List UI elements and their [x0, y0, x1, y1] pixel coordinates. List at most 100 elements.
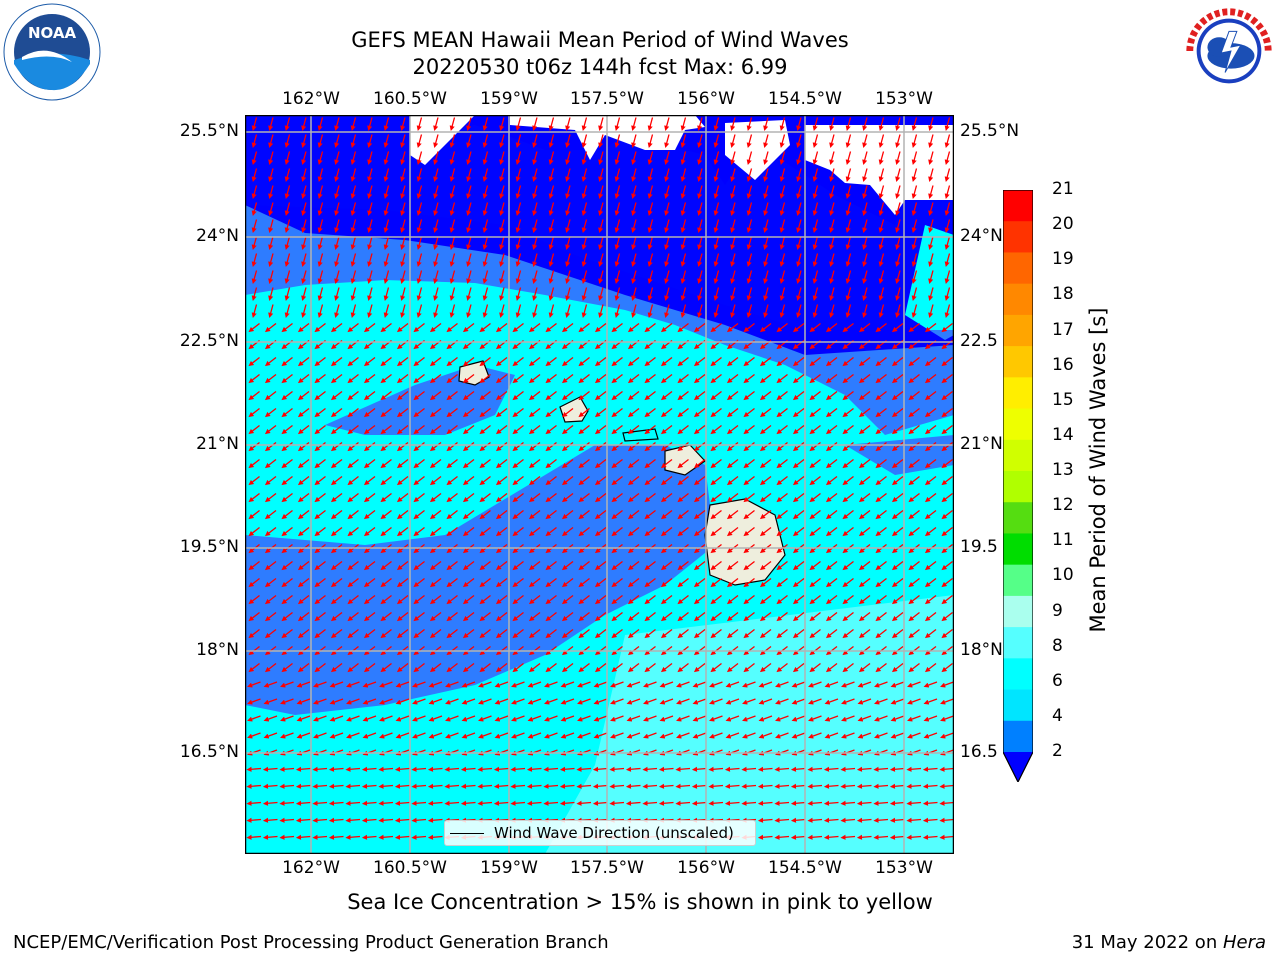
wave-direction-arrow — [499, 253, 505, 268]
wave-direction-arrow — [317, 253, 324, 268]
wave-direction-arrow — [878, 185, 885, 200]
wave-direction-arrow — [845, 287, 852, 302]
wave-direction-arrow — [466, 185, 472, 200]
wave-direction-arrow — [614, 151, 621, 166]
lat-tick-left: 19.5°N — [179, 537, 239, 557]
wave-direction-arrow — [433, 117, 439, 132]
wave-direction-arrow — [743, 322, 755, 333]
wave-direction-arrow — [862, 253, 868, 268]
wave-direction-arrow — [482, 287, 489, 302]
wave-direction-arrow — [598, 202, 604, 217]
lat-tick-right: 21°N — [960, 434, 1003, 454]
wave-direction-arrow — [812, 134, 819, 149]
masked-area — [725, 120, 790, 180]
wave-direction-arrow — [710, 356, 722, 367]
colorbar-tick-label: 15 — [1052, 389, 1074, 410]
wave-direction-arrow — [495, 322, 508, 333]
colorbar-tick-label: 14 — [1052, 424, 1074, 445]
wave-direction-arrow — [281, 356, 293, 367]
wave-direction-arrow — [581, 287, 588, 302]
wave-direction-arrow — [614, 202, 621, 217]
colorbar-tick-label: 21 — [1052, 179, 1074, 199]
wave-direction-arrow — [944, 287, 951, 302]
wave-direction-arrow — [911, 134, 918, 149]
wave-direction-arrow — [677, 356, 689, 367]
wave-direction-arrow — [697, 168, 703, 183]
wave-direction-arrow — [416, 236, 423, 251]
wave-direction-arrow — [466, 287, 472, 302]
wave-direction-arrow — [301, 219, 307, 234]
wave-direction-arrow — [581, 270, 588, 285]
wave-direction-arrow — [878, 151, 885, 166]
wave-direction-arrow — [565, 202, 571, 217]
wave-direction-arrow — [796, 253, 802, 268]
wave-direction-arrow — [363, 373, 376, 384]
wave-direction-arrow — [367, 117, 373, 132]
wave-direction-arrow — [611, 356, 623, 367]
wave-direction-arrow — [875, 356, 887, 367]
wave-direction-arrow — [697, 304, 703, 319]
wave-direction-arrow — [911, 151, 918, 166]
wave-direction-arrow — [763, 236, 769, 251]
wave-direction-arrow — [416, 287, 423, 302]
wave-direction-arrow — [730, 134, 736, 149]
wave-direction-arrow — [350, 202, 357, 217]
wave-direction-arrow — [895, 185, 901, 200]
wave-direction-arrow — [928, 219, 934, 234]
wave-direction-arrow — [697, 253, 703, 268]
lat-tick-right: 16.5 — [960, 742, 998, 762]
wave-direction-arrow — [829, 185, 835, 200]
wave-direction-arrow — [598, 117, 604, 132]
period-band-2-4-north — [245, 115, 954, 355]
wave-direction-arrow — [693, 373, 706, 384]
wave-direction-arrow — [429, 373, 442, 384]
wave-direction-arrow — [598, 151, 604, 166]
wave-direction-arrow — [746, 168, 753, 183]
wave-direction-arrow — [647, 304, 654, 319]
wave-direction-arrow — [614, 304, 621, 319]
wave-direction-arrow — [499, 117, 505, 132]
footer-branch: NCEP/EMC/Verification Post Processing Pr… — [13, 932, 609, 953]
wave-direction-arrow — [482, 151, 489, 166]
wave-direction-arrow — [746, 253, 753, 268]
wave-direction-arrow — [347, 373, 359, 384]
wave-direction-arrow — [842, 373, 854, 384]
wave-direction-arrow — [611, 322, 623, 333]
wave-direction-arrow — [829, 270, 835, 285]
wave-direction-arrow — [664, 185, 670, 200]
wave-direction-arrow — [845, 117, 852, 132]
wave-direction-arrow — [928, 168, 934, 183]
wave-direction-arrow — [878, 236, 885, 251]
lon-tick-top: 160.5°W — [373, 89, 447, 109]
wave-direction-arrow — [829, 219, 835, 234]
wave-direction-arrow — [268, 219, 274, 234]
wave-direction-arrow — [944, 168, 951, 183]
wave-direction-arrow — [581, 117, 588, 132]
lon-tick-bottom: 154.5°W — [768, 858, 842, 878]
colorbar-segment — [1003, 564, 1033, 597]
colorbar-tick-label: 19 — [1052, 249, 1074, 270]
wave-direction-arrow — [763, 117, 769, 132]
wave-direction-arrow — [350, 117, 357, 132]
wave-direction-arrow — [911, 219, 918, 234]
wave-direction-arrow — [710, 322, 722, 333]
wave-direction-arrow — [532, 304, 538, 319]
wave-direction-arrow — [367, 151, 373, 166]
wave-direction-arrow — [578, 356, 590, 367]
wave-direction-arrow — [301, 117, 307, 132]
wave-direction-arrow — [317, 236, 324, 251]
wave-direction-arrow — [792, 356, 805, 367]
lon-tick-bottom: 160.5°W — [373, 858, 447, 878]
wave-direction-arrow — [845, 134, 852, 149]
wave-direction-arrow — [449, 185, 456, 200]
wave-direction-arrow — [499, 168, 505, 183]
wave-direction-arrow — [928, 117, 934, 132]
wave-direction-arrow — [664, 304, 670, 319]
wave-direction-arrow — [449, 219, 456, 234]
wave-direction-arrow — [367, 202, 373, 217]
wave-direction-arrow — [792, 373, 805, 384]
wave-direction-arrow — [845, 185, 852, 200]
wave-direction-arrow — [862, 134, 868, 149]
wave-direction-arrow — [433, 236, 439, 251]
wave-direction-arrow — [499, 304, 505, 319]
